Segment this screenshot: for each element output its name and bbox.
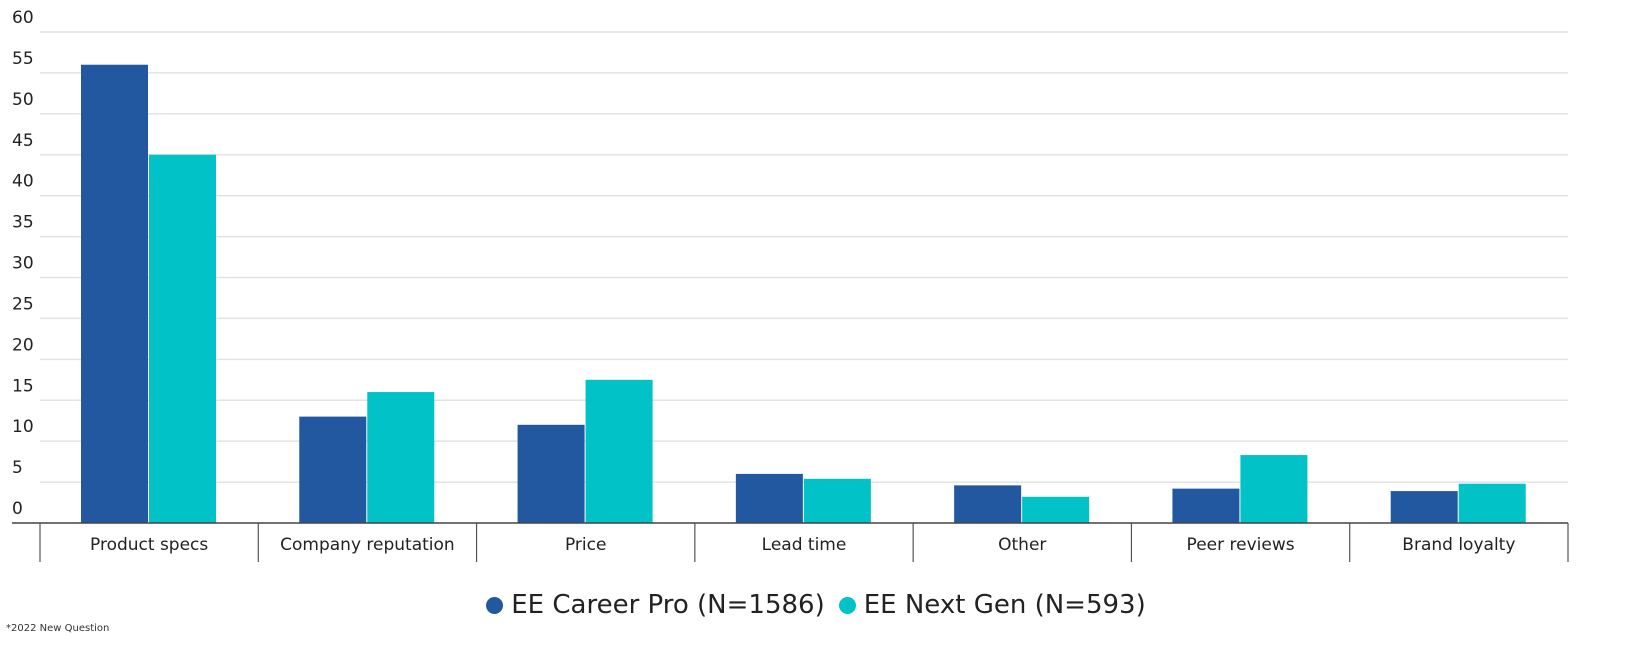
y-tick-label: 0 [12, 499, 23, 519]
y-tick-label: 60 [12, 8, 34, 28]
legend-marker [486, 596, 504, 614]
y-tick-label: 45 [12, 131, 34, 151]
y-tick-label: 35 [12, 213, 34, 233]
y-tick-label: 15 [12, 376, 34, 396]
y-tick-label: 30 [12, 254, 34, 274]
bar [517, 424, 585, 523]
footnote: *2022 New Question [6, 623, 110, 634]
y-tick-label: 5 [12, 458, 23, 478]
bar [1172, 488, 1240, 523]
legend: EE Career Pro (N=1586) EE Next Gen (N=593… [0, 590, 1632, 620]
bar [735, 473, 803, 523]
x-tick-label: Product specs [90, 535, 208, 555]
y-tick-label: 55 [12, 49, 34, 69]
legend-item: EE Career Pro (N=1586) [486, 590, 825, 620]
bar [149, 154, 216, 523]
bar [367, 392, 435, 523]
bar [1022, 496, 1090, 523]
bar [803, 478, 871, 523]
y-tick-label: 50 [12, 90, 34, 110]
x-tick-label: Peer reviews [1187, 535, 1295, 555]
legend-marker [838, 596, 856, 614]
x-tick-label: Company reputation [280, 535, 455, 555]
bar [1458, 483, 1526, 523]
legend-label: EE Next Gen (N=593) [863, 590, 1146, 620]
bar [81, 64, 148, 523]
x-tick-label: Price [565, 535, 606, 555]
bar [1390, 491, 1458, 523]
bar [954, 485, 1022, 523]
y-tick-label: 40 [12, 172, 34, 192]
x-tick-label: Brand loyalty [1402, 535, 1515, 555]
y-tick-label: 25 [12, 294, 34, 314]
bar [1240, 455, 1308, 523]
y-tick-label: 20 [12, 335, 34, 355]
x-tick-label: Other [998, 535, 1046, 555]
bar [585, 379, 653, 523]
bar [299, 416, 367, 523]
y-tick-label: 10 [12, 417, 34, 437]
legend-item: EE Next Gen (N=593) [838, 590, 1146, 620]
x-tick-label: Lead time [762, 535, 847, 555]
legend-label: EE Career Pro (N=1586) [511, 590, 825, 620]
